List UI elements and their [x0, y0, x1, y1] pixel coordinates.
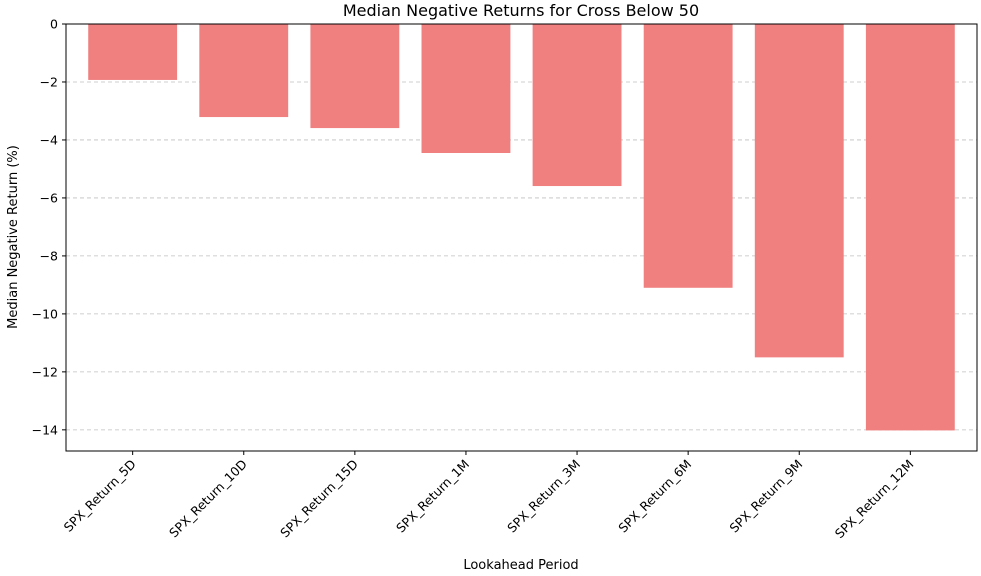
x-axis-label: Lookahead Period [463, 558, 578, 573]
bar-SPX_Return_10D [199, 24, 289, 118]
x-tick-label: SPX_Return_9M [726, 457, 805, 536]
bar-SPX_Return_5D [88, 24, 178, 80]
y-tick-label: −12 [32, 364, 58, 379]
bar-SPX_Return_1M [421, 24, 511, 153]
x-tick-label: SPX_Return_3M [504, 457, 583, 536]
bar-SPX_Return_3M [532, 24, 622, 187]
y-tick-label: −2 [40, 74, 58, 89]
x-tick-label: SPX_Return_15D [277, 457, 361, 541]
bar-SPX_Return_15D [310, 24, 400, 129]
bar-SPX_Return_9M [754, 24, 844, 358]
chart-title: Median Negative Returns for Cross Below … [343, 1, 699, 20]
x-tick-label: SPX_Return_6M [615, 457, 694, 536]
y-tick-label: 0 [50, 17, 58, 32]
x-tick-label: SPX_Return_1M [393, 457, 472, 536]
y-tick-label: −14 [32, 422, 58, 437]
plot-frame [65, 23, 978, 452]
y-axis: 0 −2 −4 −6 −8 −10 −12 −14 [32, 17, 66, 437]
bar-SPX_Return_12M [865, 24, 955, 431]
y-tick-label: −10 [32, 306, 58, 321]
y-tick-label: −8 [40, 248, 58, 263]
x-tick-label: SPX_Return_10D [166, 457, 250, 541]
x-axis: SPX_Return_5D SPX_Return_10D SPX_Return_15… [61, 451, 917, 542]
x-tick-label: SPX_Return_5D [61, 457, 139, 535]
y-tick-label: −4 [40, 132, 58, 147]
y-tick-label: −6 [40, 190, 58, 205]
bars [88, 24, 955, 431]
bar-SPX_Return_6M [643, 24, 733, 288]
y-axis-label: Median Negative Return (%) [6, 145, 21, 329]
x-tick-label: SPX_Return_12M [832, 457, 917, 542]
